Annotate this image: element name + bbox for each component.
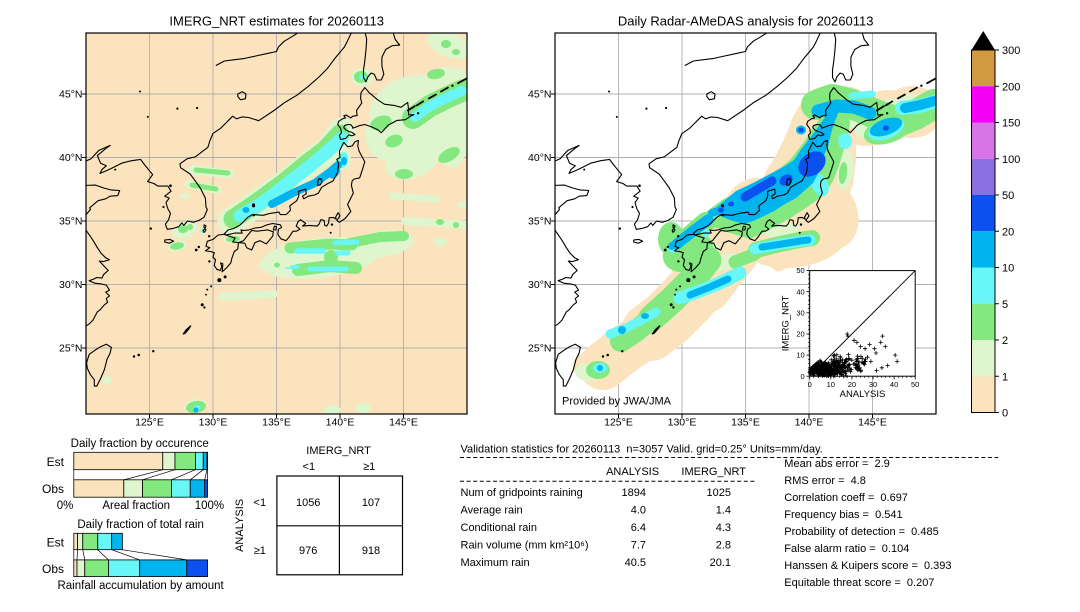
svg-text:Frequency bias = 0.541: Frequency bias = 0.541 xyxy=(784,509,902,521)
svg-text:30: 30 xyxy=(796,308,804,317)
svg-text:100: 100 xyxy=(1002,154,1020,166)
svg-text:30: 30 xyxy=(869,380,877,389)
svg-text:2.8: 2.8 xyxy=(716,540,731,552)
svg-text:Obs: Obs xyxy=(42,562,64,576)
svg-text:50: 50 xyxy=(1002,190,1014,202)
svg-text:25°N: 25°N xyxy=(59,343,82,355)
svg-text:125°E: 125°E xyxy=(604,417,633,429)
svg-text:145°E: 145°E xyxy=(389,417,418,429)
svg-text:False alarm ratio = 0.104: False alarm ratio = 0.104 xyxy=(784,543,909,555)
svg-text:2: 2 xyxy=(1002,335,1008,347)
svg-text:50: 50 xyxy=(796,266,804,275)
svg-text:30°N: 30°N xyxy=(59,279,82,291)
svg-text:IMERG_NRT estimates for 202601: IMERG_NRT estimates for 20260113 xyxy=(169,14,384,29)
svg-text:10: 10 xyxy=(796,351,804,360)
svg-text:≥1: ≥1 xyxy=(254,545,266,557)
svg-text:150: 150 xyxy=(1002,118,1020,130)
svg-text:Correlation coeff = 0.697: Correlation coeff = 0.697 xyxy=(784,492,908,504)
svg-text:1: 1 xyxy=(1002,371,1008,383)
svg-text:0: 0 xyxy=(1002,408,1008,420)
svg-text:Num of gridpoints raining: Num of gridpoints raining xyxy=(461,487,583,499)
svg-text:Equitable threat score = 0.20: Equitable threat score = 0.207 xyxy=(784,577,934,589)
svg-text:Validation statistics for 2026: Validation statistics for 20260113 n=305… xyxy=(461,444,823,456)
svg-text:0: 0 xyxy=(801,372,805,381)
svg-text:976: 976 xyxy=(299,545,317,557)
svg-text:ANALYSIS: ANALYSIS xyxy=(606,466,659,478)
svg-text:Est: Est xyxy=(47,536,65,550)
svg-text:200: 200 xyxy=(1002,81,1020,93)
svg-text:35°N: 35°N xyxy=(528,216,551,228)
svg-text:40°N: 40°N xyxy=(59,152,82,164)
svg-text:IMERG_NRT: IMERG_NRT xyxy=(781,295,792,351)
svg-text:130°E: 130°E xyxy=(199,417,228,429)
svg-text:140°E: 140°E xyxy=(326,417,355,429)
svg-text:Hanssen & Kuipers score = 0.3: Hanssen & Kuipers score = 0.393 xyxy=(784,560,951,572)
svg-text:5: 5 xyxy=(1002,299,1008,311)
svg-text:Conditional rain: Conditional rain xyxy=(461,522,537,534)
svg-text:100%: 100% xyxy=(195,500,224,512)
svg-text:Probability of detection = 0.: Probability of detection = 0.485 xyxy=(784,526,938,538)
svg-text:Areal fraction: Areal fraction xyxy=(102,500,170,512)
svg-text:10: 10 xyxy=(827,380,835,389)
svg-text:0: 0 xyxy=(808,380,812,389)
svg-text:Est: Est xyxy=(47,455,65,469)
svg-text:40°N: 40°N xyxy=(528,152,551,164)
svg-text:Rain volume (mm km²10⁶): Rain volume (mm km²10⁶) xyxy=(461,540,589,552)
svg-text:IMERG_NRT: IMERG_NRT xyxy=(306,445,371,457)
svg-text:Maximum rain: Maximum rain xyxy=(461,557,530,569)
svg-text:918: 918 xyxy=(362,545,380,557)
svg-text:145°E: 145°E xyxy=(858,417,887,429)
svg-text:≥1: ≥1 xyxy=(363,461,375,473)
svg-text:20: 20 xyxy=(1002,226,1014,238)
svg-text:107: 107 xyxy=(362,497,380,509)
svg-text:Mean abs error = 2.9: Mean abs error = 2.9 xyxy=(784,458,889,470)
svg-text:6.4: 6.4 xyxy=(631,522,646,534)
svg-text:0%: 0% xyxy=(57,500,74,512)
svg-text:50: 50 xyxy=(911,380,919,389)
svg-text:1.4: 1.4 xyxy=(716,505,731,517)
svg-text:140°E: 140°E xyxy=(795,417,824,429)
svg-text:Provided by JWA/JMA: Provided by JWA/JMA xyxy=(562,396,672,408)
svg-text:1025: 1025 xyxy=(707,487,731,499)
svg-text:35°N: 35°N xyxy=(59,216,82,228)
svg-text:4.3: 4.3 xyxy=(716,522,731,534)
svg-text:Daily fraction of total rain: Daily fraction of total rain xyxy=(77,519,204,531)
svg-text:300: 300 xyxy=(1002,45,1020,57)
svg-text:1056: 1056 xyxy=(296,497,320,509)
svg-text:40: 40 xyxy=(890,380,898,389)
svg-text:20.1: 20.1 xyxy=(710,557,731,569)
svg-text:RMS error = 4.8: RMS error = 4.8 xyxy=(784,475,866,487)
svg-text:7.7: 7.7 xyxy=(631,540,646,552)
svg-text:Rainfall accumulation by amoun: Rainfall accumulation by amount xyxy=(57,580,224,592)
svg-text:ANALYSIS: ANALYSIS xyxy=(234,499,246,552)
svg-text:130°E: 130°E xyxy=(668,417,697,429)
svg-text:20: 20 xyxy=(848,380,856,389)
svg-text:1894: 1894 xyxy=(622,487,646,499)
svg-text:Average rain: Average rain xyxy=(461,505,523,517)
svg-text:<1: <1 xyxy=(254,497,267,509)
svg-text:20: 20 xyxy=(796,330,804,339)
svg-text:Daily fraction by occurence: Daily fraction by occurence xyxy=(71,438,209,450)
svg-text:10: 10 xyxy=(1002,263,1014,275)
svg-text:135°E: 135°E xyxy=(262,417,291,429)
svg-text:4.0: 4.0 xyxy=(631,505,646,517)
svg-text:125°E: 125°E xyxy=(135,417,164,429)
svg-text:40: 40 xyxy=(796,287,804,296)
svg-text:Obs: Obs xyxy=(42,482,64,496)
svg-text:Daily Radar-AMeDAS analysis fo: Daily Radar-AMeDAS analysis for 20260113 xyxy=(618,14,874,29)
svg-text:135°E: 135°E xyxy=(731,417,760,429)
svg-text:ANALYSIS: ANALYSIS xyxy=(840,389,886,400)
svg-text:25°N: 25°N xyxy=(528,343,551,355)
svg-text:30°N: 30°N xyxy=(528,279,551,291)
svg-text:40.5: 40.5 xyxy=(625,557,646,569)
svg-text:IMERG_NRT: IMERG_NRT xyxy=(681,466,746,478)
svg-text:45°N: 45°N xyxy=(59,89,82,101)
svg-text:<1: <1 xyxy=(303,461,316,473)
svg-text:45°N: 45°N xyxy=(528,89,551,101)
